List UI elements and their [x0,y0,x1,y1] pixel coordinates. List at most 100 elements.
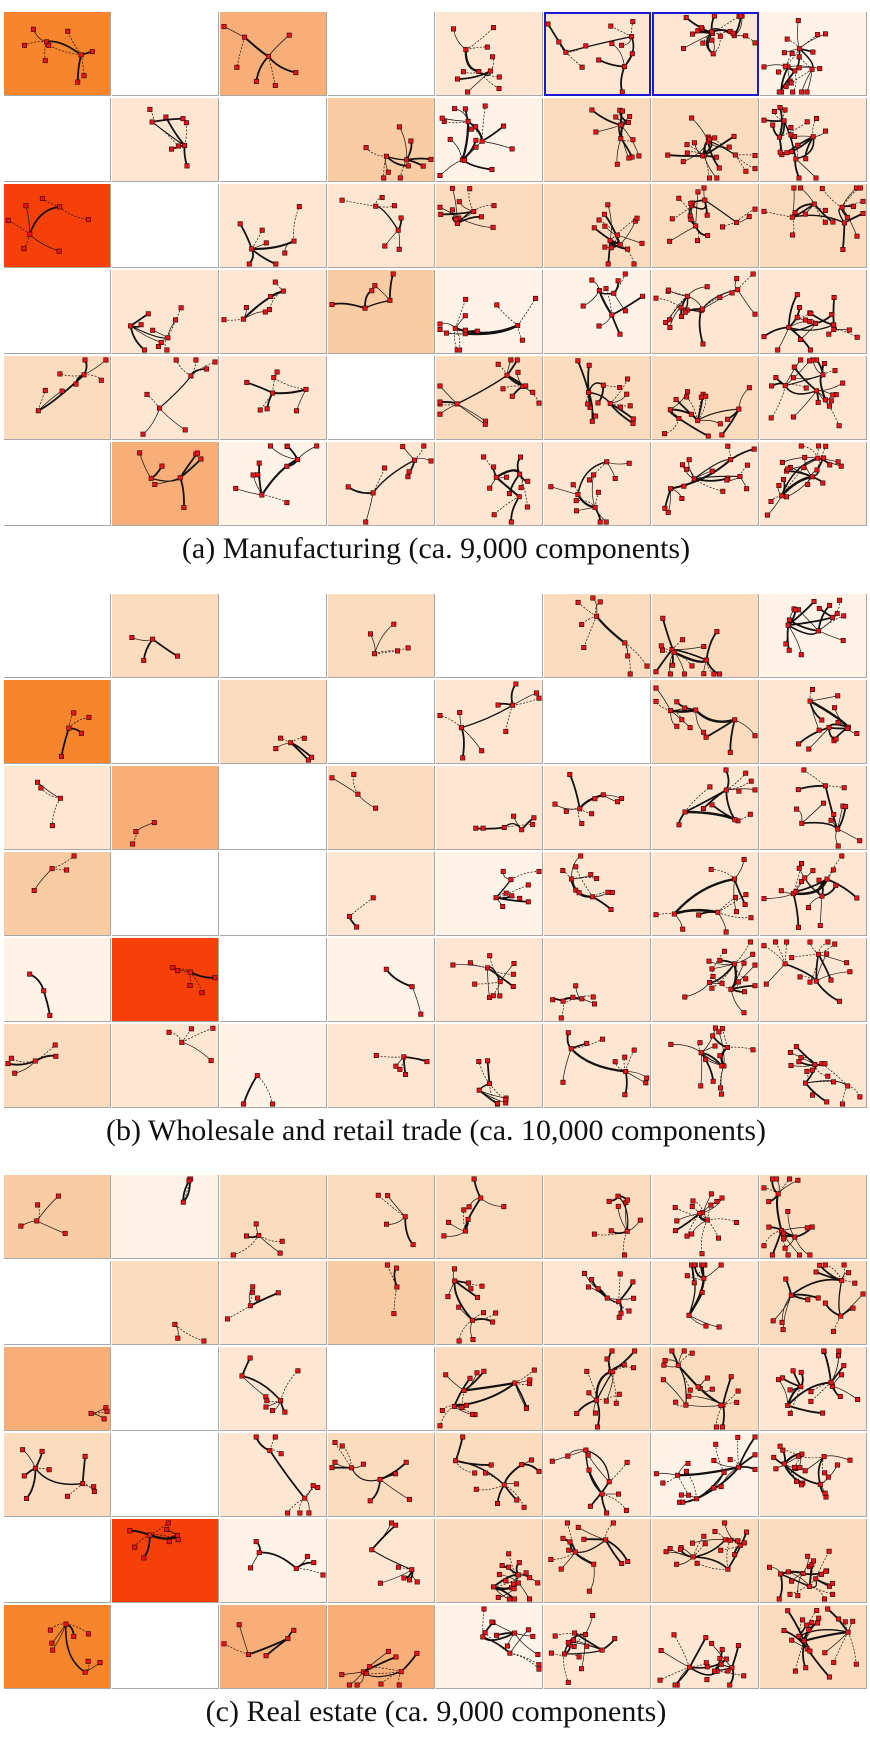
graph-cell [544,680,651,764]
component-graph [437,681,542,761]
graph-cell [652,12,759,96]
component-graph [781,1606,859,1680]
graph-cell [760,1347,867,1431]
component-graph [253,1434,321,1516]
component-graph [5,1042,59,1076]
graph-cell [112,938,219,1022]
component-graph [339,1648,420,1688]
graph-cell [436,1175,543,1259]
graph-cell [328,1175,435,1259]
component-graph [384,1262,400,1317]
graph-cell [652,270,759,354]
graph-cell [652,1024,759,1108]
graph-cell [436,852,543,936]
graph-cell [112,1605,219,1689]
component-graph [180,1176,194,1205]
panel-caption: (c) Real estate (ca. 9,000 components) [205,1695,667,1728]
component-graph [244,369,309,414]
component-graph [589,107,642,167]
graph-cell [220,1024,327,1108]
component-graph [221,1622,297,1659]
graph-cell [544,852,651,936]
graph-cell [328,98,435,182]
graph-cell [544,1024,651,1108]
graph-cell [4,1519,111,1603]
panel-a: (a) Manufacturing (ca. 9,000 components) [4,12,868,565]
component-graph [761,185,866,252]
component-graph [490,1551,541,1602]
graph-cell [4,766,111,850]
graph-cell [328,1347,435,1431]
graph-cell [652,1347,759,1431]
component-graph [437,103,515,179]
component-graph [18,1193,68,1236]
component-graph [329,271,396,311]
graph-cell [436,442,543,526]
component-graph [451,25,502,95]
graph-cell [328,442,435,526]
graph-cell [112,1347,219,1431]
component-graph [761,18,828,95]
component-graph [653,615,723,677]
graph-cell [652,594,759,678]
component-graph [47,1621,103,1675]
component-graph [667,185,758,244]
graph-cell [328,1433,435,1517]
graph-cell [4,12,111,96]
component-graph [653,857,754,935]
graph-cell [328,1261,435,1345]
graph-cell [220,356,327,440]
component-graph [684,1262,724,1330]
panel-c: (c) Real estate (ca. 9,000 components) [4,1175,868,1728]
component-graph [662,385,752,439]
component-graph [221,279,286,323]
graph-cell [652,184,759,268]
component-graph [575,595,650,677]
component-graph [476,1058,509,1107]
graph-cell [652,1605,759,1689]
component-graph [767,1548,836,1602]
component-graph [481,454,531,525]
component-graph [346,895,376,930]
graph-cell [436,938,543,1022]
component-graph [375,1192,416,1248]
graph-cell [760,1261,867,1345]
graph-cell [220,442,327,526]
graph-cell [544,442,651,526]
component-graph [329,771,379,811]
component-graph [668,1025,756,1097]
graph-cell [544,12,651,96]
component-graph [230,1221,285,1258]
graph-cell [544,1175,651,1259]
graph-cell [436,1261,543,1345]
graph-cell [4,1261,111,1345]
graph-cell [4,98,111,182]
component-graph [58,710,92,760]
component-graph [493,868,542,909]
component-graph [783,597,847,658]
graph-cell [4,1347,111,1431]
graph-cell [112,1433,219,1517]
graph-cell [112,680,219,764]
graph-cell [544,270,651,354]
graph-cell [760,442,867,526]
graph-cell [760,1433,867,1517]
component-graph [591,1193,643,1258]
component-graph [580,271,646,337]
component-graph [170,964,218,996]
graph-cell [220,12,327,96]
component-graph [771,1443,853,1500]
graph-cell [4,356,111,440]
graph-cell [328,938,435,1022]
graph-cell [760,98,867,182]
component-graph [437,185,497,230]
graph-cell [760,270,867,354]
graph-cell [652,766,759,850]
graph-cell [4,1433,111,1517]
component-graph [437,1367,537,1429]
component-graph [761,105,828,181]
graph-cell [220,1519,327,1603]
component-graph [665,115,758,181]
graph-cell [328,356,435,440]
component-graph [575,358,636,426]
